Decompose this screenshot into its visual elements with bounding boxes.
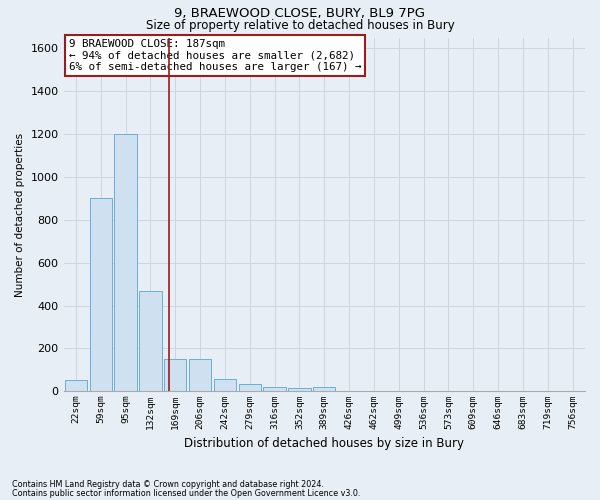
Bar — [288, 388, 311, 392]
Bar — [89, 198, 112, 392]
Bar — [65, 380, 87, 392]
Bar — [214, 378, 236, 392]
Bar — [239, 384, 261, 392]
Y-axis label: Number of detached properties: Number of detached properties — [15, 132, 25, 296]
Text: 9, BRAEWOOD CLOSE, BURY, BL9 7PG: 9, BRAEWOOD CLOSE, BURY, BL9 7PG — [175, 8, 425, 20]
Text: 9 BRAEWOOD CLOSE: 187sqm
← 94% of detached houses are smaller (2,682)
6% of semi: 9 BRAEWOOD CLOSE: 187sqm ← 94% of detach… — [69, 40, 361, 72]
Bar — [139, 290, 161, 392]
Bar — [115, 134, 137, 392]
X-axis label: Distribution of detached houses by size in Bury: Distribution of detached houses by size … — [184, 437, 464, 450]
Bar — [164, 359, 187, 392]
Bar — [313, 387, 335, 392]
Text: Contains public sector information licensed under the Open Government Licence v3: Contains public sector information licen… — [12, 489, 361, 498]
Bar — [189, 359, 211, 392]
Bar — [263, 387, 286, 392]
Text: Contains HM Land Registry data © Crown copyright and database right 2024.: Contains HM Land Registry data © Crown c… — [12, 480, 324, 489]
Text: Size of property relative to detached houses in Bury: Size of property relative to detached ho… — [146, 19, 454, 32]
